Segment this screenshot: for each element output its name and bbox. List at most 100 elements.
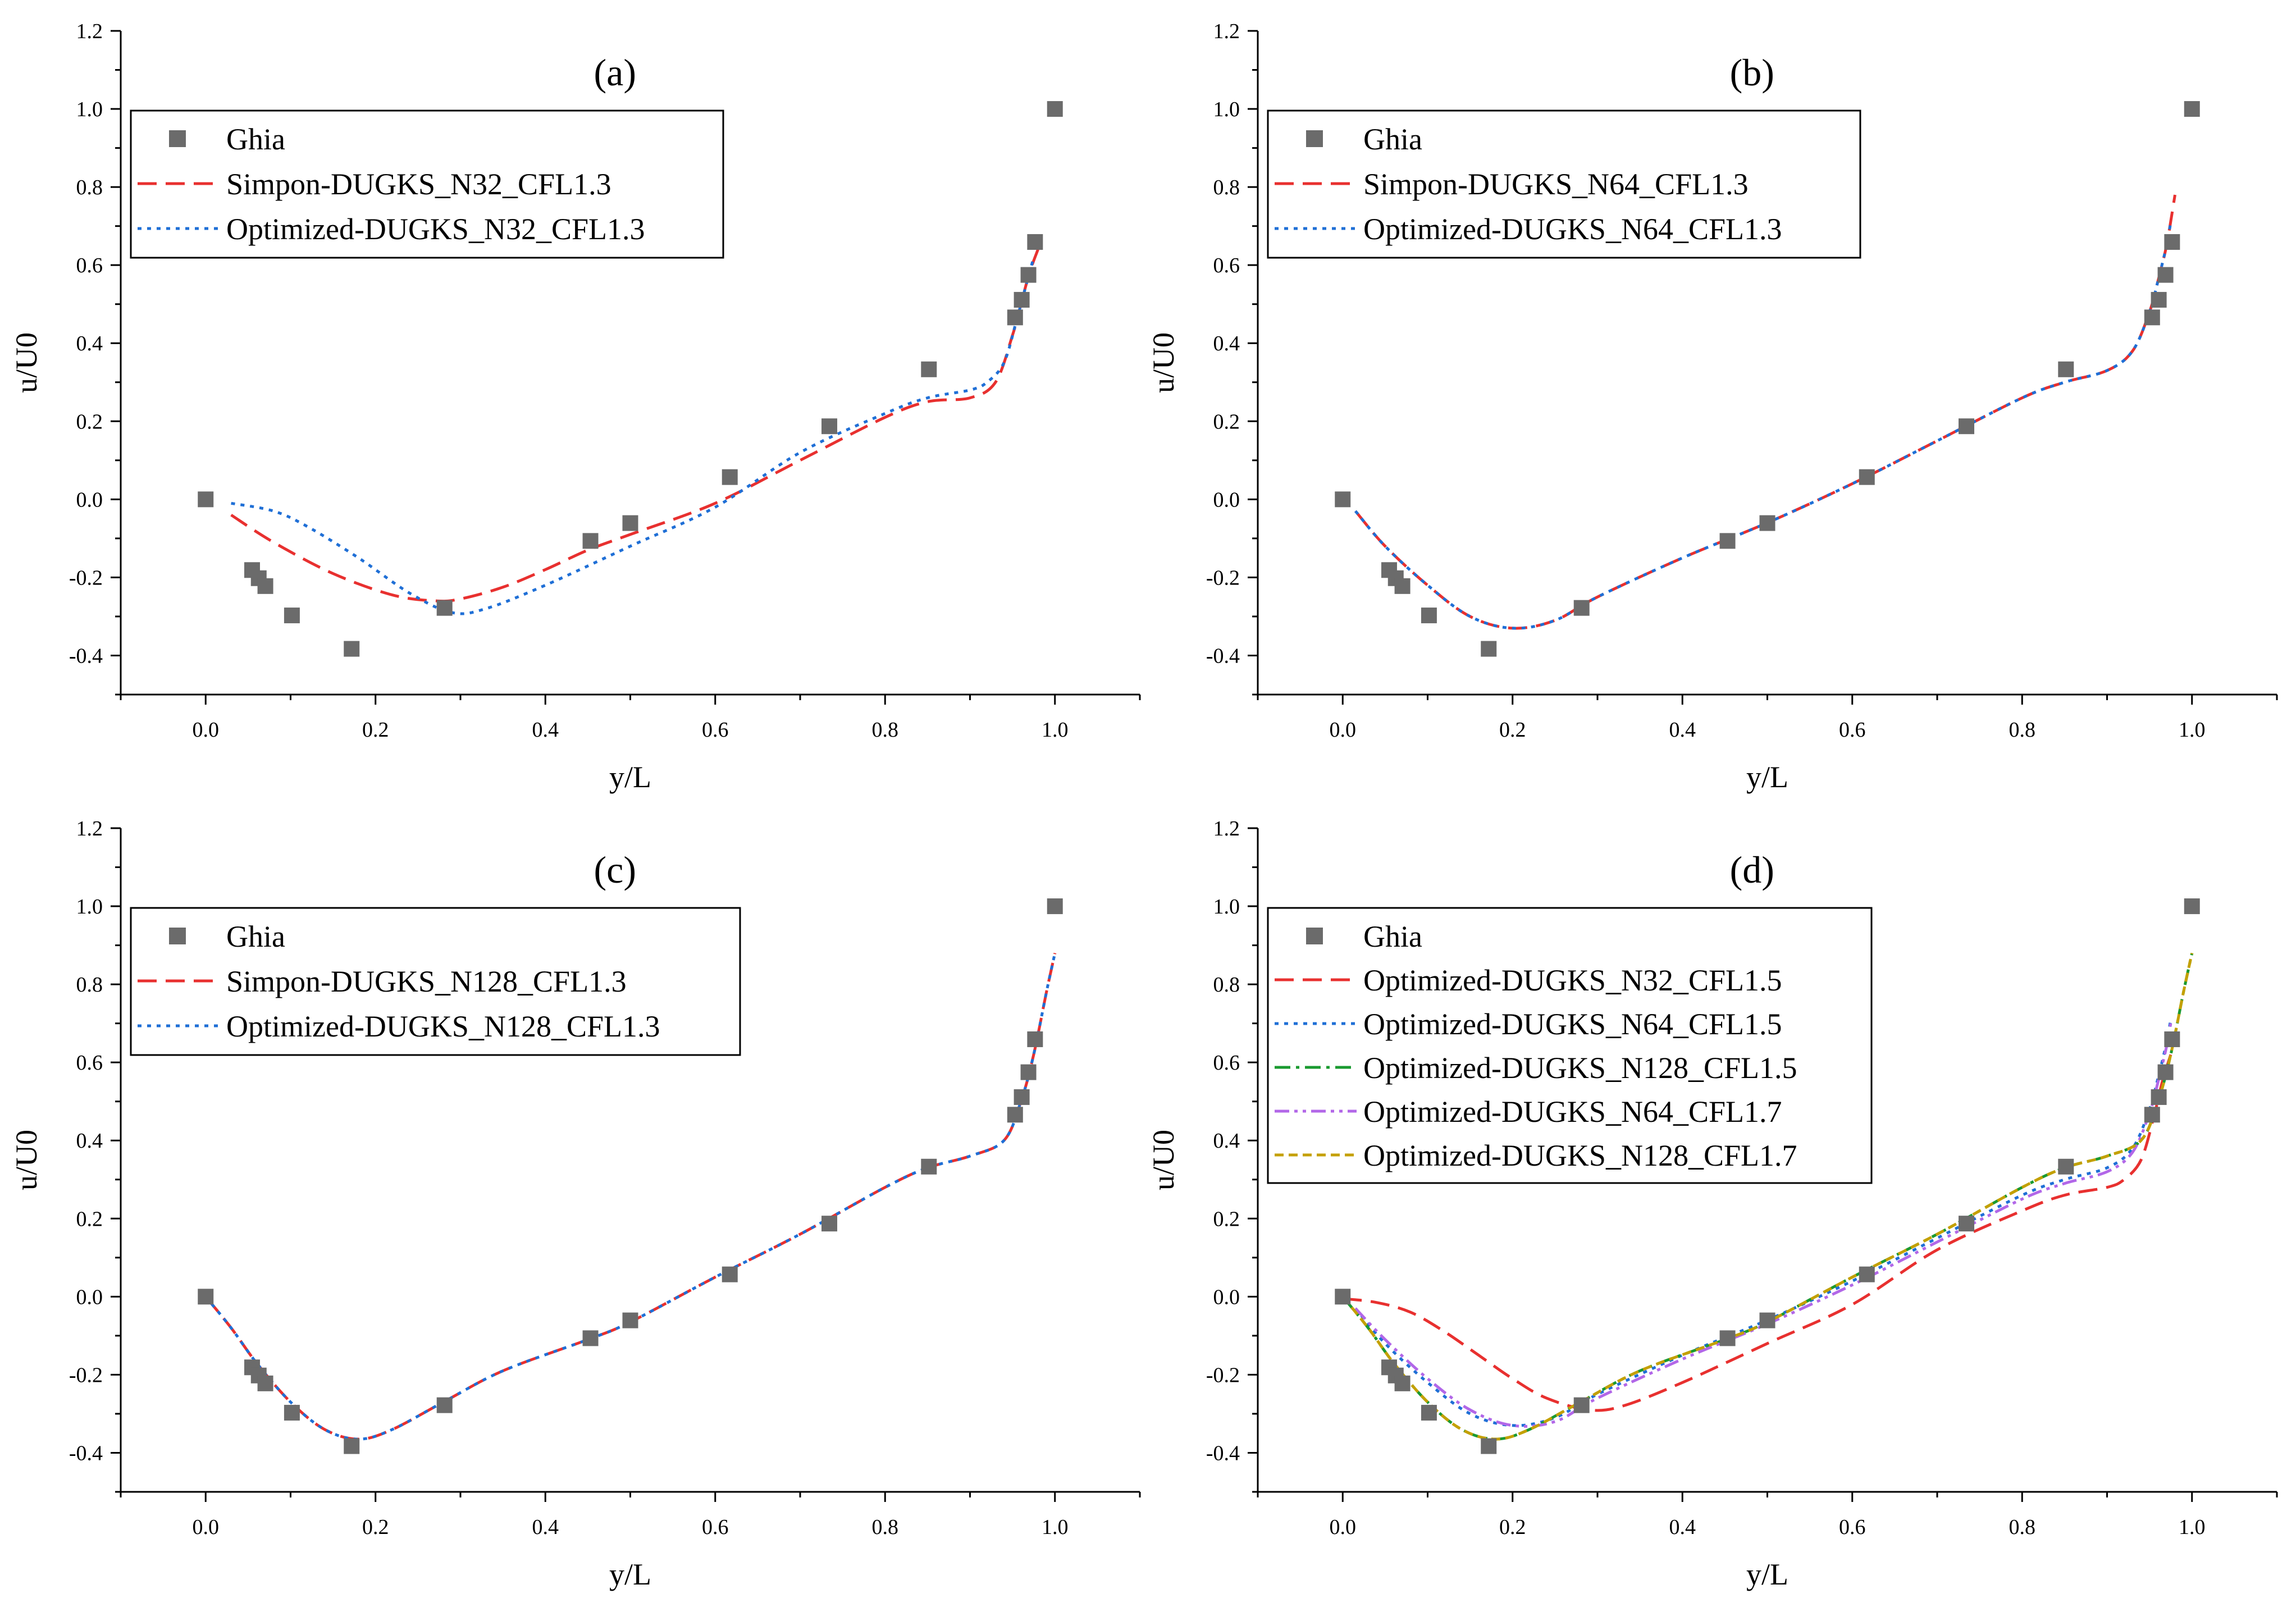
ghia-point	[622, 515, 638, 531]
ghia-point	[1859, 469, 1875, 485]
legend-box	[1267, 109, 1861, 259]
ghia-point	[1421, 608, 1437, 624]
panel-title: (a)	[594, 51, 636, 94]
ghia-point	[198, 491, 214, 508]
legend-label: Simpon-DUGKS_N32_CFL1.3	[226, 167, 611, 201]
legend-box	[130, 907, 741, 1056]
ghia-point	[1335, 1289, 1351, 1305]
ghia-point	[1481, 1438, 1497, 1454]
ghia-point	[1759, 1312, 1775, 1328]
legend-label: Optimized-DUGKS_N128_CFL1.7	[1363, 1139, 1797, 1172]
ghia-point	[436, 600, 453, 616]
y-axis-label: u/U0	[1147, 332, 1180, 393]
ghia-point	[2164, 234, 2180, 250]
x-axis-label: y/L	[1746, 760, 1788, 794]
legend: Ghia Simpon-DUGKS_N64_CFL1.3 Optimized-DUG…	[1267, 109, 1861, 259]
panel-title: (b)	[1730, 51, 1774, 94]
ghia-point	[2164, 1031, 2180, 1047]
panel-b: 0.0 0.2 0.4 0.6 0.8 1.0 -0.4 -0.2 0.0 0.2 0.4 0.6 0.…	[1147, 20, 2278, 794]
panel-title: (d)	[1730, 848, 1774, 891]
ghia-point	[921, 1158, 937, 1175]
x-tick-label: 0.6	[1839, 718, 1866, 742]
ghia-point	[1027, 1031, 1043, 1047]
x-tick-label: 0.0	[193, 1515, 220, 1539]
y-tick-label: -0.4	[69, 644, 103, 668]
ghia-point	[2058, 1158, 2074, 1175]
series-line-5	[1341, 952, 2194, 1441]
legend-label: Optimized-DUGKS_N32_CFL1.3	[226, 212, 645, 246]
x-axis-label: y/L	[609, 1558, 651, 1591]
y-tick-label: 0.4	[76, 1129, 103, 1153]
ghia-point	[1481, 641, 1497, 657]
legend-marker	[1306, 130, 1323, 147]
legend-label: Simpon-DUGKS_N64_CFL1.3	[1363, 167, 1749, 201]
y-tick-label: 1.0	[76, 895, 103, 919]
y-tick-label: 1.0	[1213, 895, 1240, 919]
plot-area	[230, 249, 1039, 615]
ghia-point	[284, 1405, 300, 1421]
y-tick-label: 0.8	[76, 973, 103, 997]
y-tick-label: 0.8	[1213, 973, 1240, 997]
ghia-point	[582, 533, 599, 549]
ghia-point	[1573, 600, 1590, 616]
series-line-2	[1354, 1019, 2172, 1427]
ghia-point	[2058, 361, 2074, 377]
ghia-point	[2144, 309, 2160, 326]
x-tick-label: 0.8	[872, 718, 899, 742]
x-tick-label: 0.0	[193, 718, 220, 742]
legend-label: Ghia	[1363, 122, 1422, 156]
x-tick-label: 0.2	[362, 1515, 389, 1539]
ghia-point	[722, 1266, 738, 1282]
x-tick-label: 0.4	[532, 718, 559, 742]
ghia-point	[257, 1375, 273, 1391]
legend-marker	[169, 928, 186, 944]
ghia-point	[1335, 491, 1351, 508]
y-tick-label: 0.8	[76, 176, 103, 199]
y-tick-label: 0.4	[1213, 332, 1240, 355]
ghia-point	[2157, 1064, 2174, 1080]
y-tick-label: 1.2	[76, 20, 103, 43]
ghia-point	[1007, 309, 1023, 326]
x-tick-label: 0.2	[1499, 718, 1526, 742]
y-tick-label: -0.2	[1206, 566, 1240, 590]
y-tick-label: 0.6	[76, 1051, 103, 1075]
x-tick-label: 0.4	[532, 1515, 559, 1539]
y-tick-label: 0.2	[76, 410, 103, 433]
ghia-point	[1719, 533, 1736, 549]
series-line-1	[1343, 1054, 2172, 1412]
y-axis-label: u/U0	[1147, 1130, 1180, 1190]
ghia-point	[1759, 515, 1775, 531]
y-tick-label: 0.0	[76, 1285, 103, 1309]
y-tick-label: 1.0	[76, 98, 103, 121]
x-tick-label: 0.4	[1669, 1515, 1696, 1539]
ghia-point	[1020, 267, 1037, 283]
x-tick-label: 0.2	[1499, 1515, 1526, 1539]
ghia-point	[622, 1312, 638, 1328]
ghia-point	[582, 1330, 599, 1346]
y-axis-label: u/U0	[10, 332, 43, 393]
y-axis-label: u/U0	[10, 1130, 43, 1190]
ghia-point	[2151, 291, 2167, 308]
x-tick-label: 0.0	[1330, 718, 1357, 742]
ghia-point	[1047, 898, 1063, 915]
legend-box	[130, 109, 724, 259]
y-tick-label: 0.0	[76, 488, 103, 512]
legend-box	[1267, 907, 1873, 1184]
ghia-point	[2151, 1089, 2167, 1105]
x-tick-label: 1.0	[2179, 718, 2206, 742]
legend: Ghia Simpon-DUGKS_N32_CFL1.3 Optimized-DUG…	[130, 109, 724, 259]
ghia-point	[436, 1397, 453, 1413]
x-tick-label: 1.0	[1042, 718, 1069, 742]
y-tick-label: 0.8	[1213, 176, 1240, 199]
y-tick-label: 0.6	[76, 254, 103, 277]
legend-label: Ghia	[226, 920, 285, 953]
ghia-point	[1020, 1064, 1037, 1080]
panel-a: 0.0 0.2 0.4 0.6 0.8 1.0 -0.4 -0.2 0.0 0.2 0.4 0.6 0.…	[10, 20, 1141, 794]
series-line-1	[1354, 194, 2176, 630]
legend-label: Optimized-DUGKS_N64_CFL1.5	[1363, 1007, 1782, 1041]
ghia-point	[821, 1216, 838, 1232]
legend-marker	[169, 130, 186, 147]
y-tick-label: -0.2	[1206, 1363, 1240, 1387]
x-tick-label: 0.8	[2009, 1515, 2036, 1539]
series-line-2	[1354, 222, 2172, 630]
